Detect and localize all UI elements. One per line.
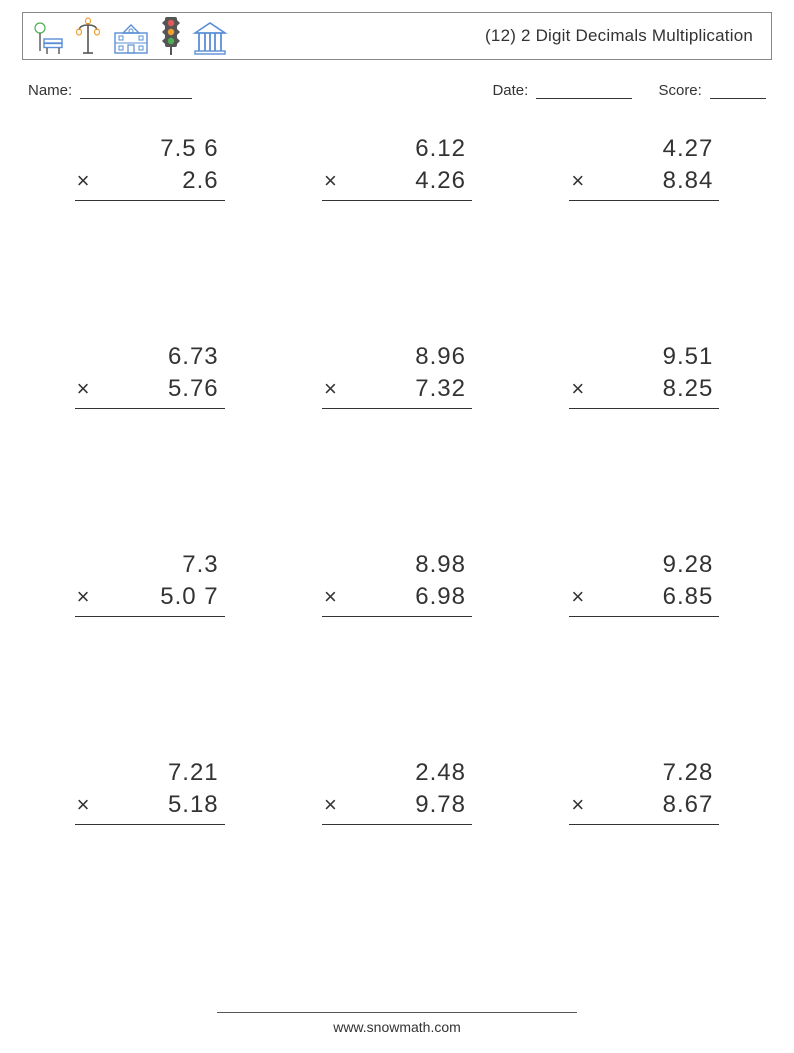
multiplier: 8.84: [591, 165, 719, 197]
score-blank[interactable]: [710, 84, 766, 99]
problem: 2.48 ×9.78: [273, 751, 520, 941]
date-blank[interactable]: [536, 84, 632, 99]
meta-right: Date: Score:: [492, 82, 766, 99]
worksheet-title: (12) 2 Digit Decimals Multiplication: [485, 26, 753, 46]
meta-left: Name:: [28, 82, 192, 99]
multiplicand: 7.21: [97, 757, 225, 789]
operator: ×: [75, 374, 97, 404]
name-label: Name:: [28, 82, 72, 99]
operator: ×: [569, 582, 591, 612]
multiplier: 2.6: [97, 165, 225, 197]
footer: www.snowmath.com: [0, 1012, 794, 1035]
problem-rule: [322, 616, 472, 617]
problem: 4.27 ×8.84: [521, 127, 768, 317]
multiplier: 8.67: [591, 789, 719, 821]
score-label: Score:: [658, 82, 701, 99]
multiplicand: 7.5 6: [97, 133, 225, 165]
problem: 7.21 ×5.18: [26, 751, 273, 941]
school-icon: [111, 19, 151, 57]
multiplier: 5.18: [97, 789, 225, 821]
problem-rule: [75, 824, 225, 825]
operator: ×: [569, 166, 591, 196]
operator: ×: [75, 582, 97, 612]
problem-rule: [75, 616, 225, 617]
multiplier: 6.85: [591, 581, 719, 613]
problem-rule: [322, 200, 472, 201]
multiplicand: 2.48: [344, 757, 472, 789]
trafficlight-icon: [159, 15, 183, 57]
meta-row: Name: Date: Score:: [22, 82, 772, 99]
problem-rule: [322, 408, 472, 409]
operator: ×: [75, 790, 97, 820]
bank-icon: [191, 19, 229, 57]
header-bar: (12) 2 Digit Decimals Multiplication: [22, 12, 772, 60]
operator: ×: [569, 374, 591, 404]
problem: 7.5 6 ×2.6: [26, 127, 273, 317]
multiplier: 6.98: [344, 581, 472, 613]
header-icon-row: [31, 15, 229, 57]
date-label: Date:: [492, 82, 528, 99]
streetlight-icon: [73, 17, 103, 57]
problem-rule: [75, 408, 225, 409]
problem: 9.28 ×6.85: [521, 543, 768, 733]
problem: 9.51 ×8.25: [521, 335, 768, 525]
multiplicand: 8.96: [344, 341, 472, 373]
problems-grid: 7.5 6 ×2.6 6.12 ×4.26 4.27 ×8.84 6.73 ×5…: [22, 127, 772, 941]
operator: ×: [569, 790, 591, 820]
multiplicand: 8.98: [344, 549, 472, 581]
worksheet-page: (12) 2 Digit Decimals Multiplication Nam…: [0, 0, 794, 1053]
problem: 6.12 ×4.26: [273, 127, 520, 317]
multiplier: 9.78: [344, 789, 472, 821]
operator: ×: [322, 790, 344, 820]
operator: ×: [322, 166, 344, 196]
problem: 7.3 ×5.0 7: [26, 543, 273, 733]
operator: ×: [322, 374, 344, 404]
problem: 8.96 ×7.32: [273, 335, 520, 525]
multiplicand: 7.28: [591, 757, 719, 789]
operator: ×: [322, 582, 344, 612]
problem-rule: [569, 200, 719, 201]
multiplier: 5.76: [97, 373, 225, 405]
operator: ×: [75, 166, 97, 196]
problem: 6.73 ×5.76: [26, 335, 273, 525]
multiplicand: 9.28: [591, 549, 719, 581]
multiplier: 4.26: [344, 165, 472, 197]
problem-rule: [75, 200, 225, 201]
multiplicand: 7.3: [97, 549, 225, 581]
multiplier: 8.25: [591, 373, 719, 405]
multiplier: 5.0 7: [97, 581, 225, 613]
multiplicand: 6.12: [344, 133, 472, 165]
problem-rule: [322, 824, 472, 825]
name-blank[interactable]: [80, 84, 192, 99]
problem-rule: [569, 824, 719, 825]
multiplicand: 9.51: [591, 341, 719, 373]
name-field: Name:: [28, 82, 192, 99]
multiplicand: 4.27: [591, 133, 719, 165]
footer-text: www.snowmath.com: [333, 1019, 461, 1035]
date-field: Date:: [492, 82, 632, 99]
problem-rule: [569, 408, 719, 409]
bench-icon: [31, 21, 65, 57]
footer-rule: [217, 1012, 577, 1013]
problem-rule: [569, 616, 719, 617]
score-field: Score:: [658, 82, 766, 99]
multiplier: 7.32: [344, 373, 472, 405]
problem: 7.28 ×8.67: [521, 751, 768, 941]
multiplicand: 6.73: [97, 341, 225, 373]
problem: 8.98 ×6.98: [273, 543, 520, 733]
